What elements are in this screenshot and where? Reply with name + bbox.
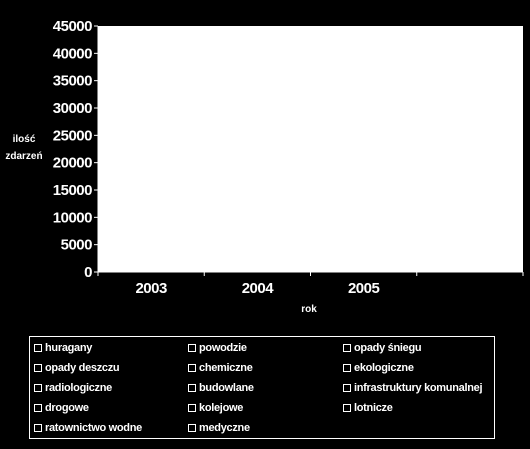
legend-item: huragany — [34, 342, 92, 354]
legend-swatch — [34, 404, 42, 412]
y-tick-label: 25000 — [53, 127, 92, 144]
legend-swatch — [343, 384, 351, 392]
y-tick-label: 40000 — [53, 45, 92, 62]
legend-item: chemiczne — [188, 362, 253, 374]
legend-swatch — [188, 384, 196, 392]
x-tick-label: 2003 — [135, 280, 167, 297]
y-axis-title-line2: zdarzeń — [5, 151, 42, 162]
legend-label: lotnicze — [354, 402, 393, 414]
legend-item: powodzie — [188, 342, 247, 354]
legend-swatch — [188, 364, 196, 372]
y-tick-label: 35000 — [53, 73, 92, 90]
legend-label: huragany — [45, 342, 93, 354]
legend-swatch — [34, 364, 42, 372]
legend-label: powodzie — [199, 342, 247, 354]
legend-label: chemiczne — [199, 362, 253, 374]
y-tick-label: 5000 — [61, 237, 93, 254]
x-tick-label: 2004 — [242, 280, 275, 297]
legend-label: drogowe — [45, 402, 89, 414]
legend-swatch — [34, 424, 42, 432]
y-tick-label: 20000 — [53, 155, 92, 172]
y-axis: 0 5000 10000 15000 20000 25000 30000 35000 40000… — [53, 18, 99, 281]
legend-swatch — [34, 384, 42, 392]
y-tick-label: 30000 — [53, 100, 92, 117]
plot-area — [98, 26, 523, 272]
legend-swatch — [343, 364, 351, 372]
legend-label: opady deszczu — [45, 362, 120, 374]
legend-swatch — [343, 404, 351, 412]
legend-label: medyczne — [199, 422, 250, 434]
legend-item: infrastruktury komunalnej — [343, 382, 483, 394]
legend-swatch — [188, 424, 196, 432]
y-tick-label: 15000 — [53, 182, 92, 199]
legend-swatch — [188, 344, 196, 352]
legend-label: radiologiczne — [45, 382, 112, 394]
legend-label: budowlane — [199, 382, 254, 394]
legend-item: ratownictwo wodne — [34, 422, 142, 434]
x-axis-title: rok — [301, 304, 317, 315]
legend-label: infrastruktury komunalnej — [354, 382, 483, 394]
legend-item: radiologiczne — [34, 382, 112, 394]
legend-swatch — [343, 344, 351, 352]
legend-swatch — [188, 404, 196, 412]
legend-label: kolejowe — [199, 402, 244, 414]
legend-label: ratownictwo wodne — [45, 422, 142, 434]
legend-item: opady śniegu — [343, 342, 422, 354]
y-tick-label: 10000 — [53, 209, 92, 226]
x-tick-label: 2005 — [348, 280, 380, 297]
legend-item: medyczne — [188, 422, 250, 434]
x-axis: 2003 2004 2005 — [97, 271, 524, 297]
legend: huragany powodzie opady śniegu opady deszcz… — [29, 336, 495, 439]
legend-item: opady deszczu — [34, 362, 120, 374]
legend-item: drogowe — [34, 402, 89, 414]
legend-label: opady śniegu — [354, 342, 422, 354]
legend-item: budowlane — [188, 382, 254, 394]
legend-item: kolejowe — [188, 402, 243, 414]
legend-item: lotnicze — [343, 402, 393, 414]
y-axis-title-line1: ilość — [13, 134, 36, 145]
y-tick-label: 0 — [84, 264, 92, 281]
y-tick-label: 45000 — [53, 18, 92, 35]
legend-swatch — [34, 344, 42, 352]
legend-label: ekologiczne — [354, 362, 414, 374]
legend-item: ekologiczne — [343, 362, 414, 374]
